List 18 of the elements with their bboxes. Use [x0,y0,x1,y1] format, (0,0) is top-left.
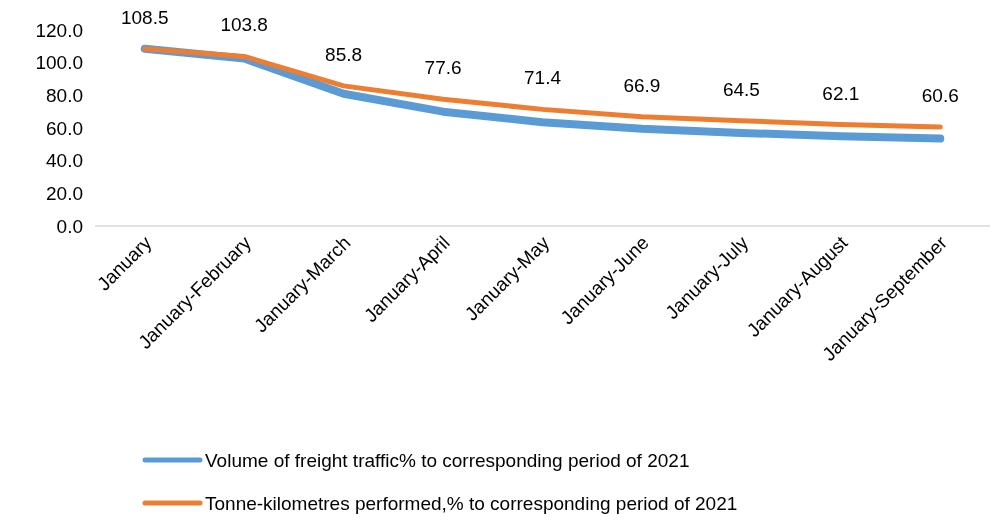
y-tick-label: 100.0 [35,52,83,74]
y-tick-label: 20.0 [46,182,83,204]
legend-label: Volume of freight traffic% to corresponding period of 2021 [205,449,690,471]
legend-label: Tonne-kilometres performed,% to corresponding period of 2021 [205,492,738,514]
data-label: 60.6 [921,85,959,107]
y-tick-label: 0.0 [56,215,83,237]
data-label: 103.8 [220,14,268,36]
data-label: 64.5 [722,78,760,100]
data-label: 108.5 [120,6,169,28]
data-label: 66.9 [623,74,661,96]
y-tick-label: 80.0 [46,84,83,106]
y-tick-label: 120.0 [35,19,83,41]
data-label: 77.6 [424,57,462,79]
y-tick-label: 60.0 [46,117,83,139]
data-label: 71.4 [524,67,562,89]
data-label: 62.1 [822,82,860,104]
y-tick-label: 40.0 [46,150,83,172]
data-label: 85.8 [325,43,363,65]
